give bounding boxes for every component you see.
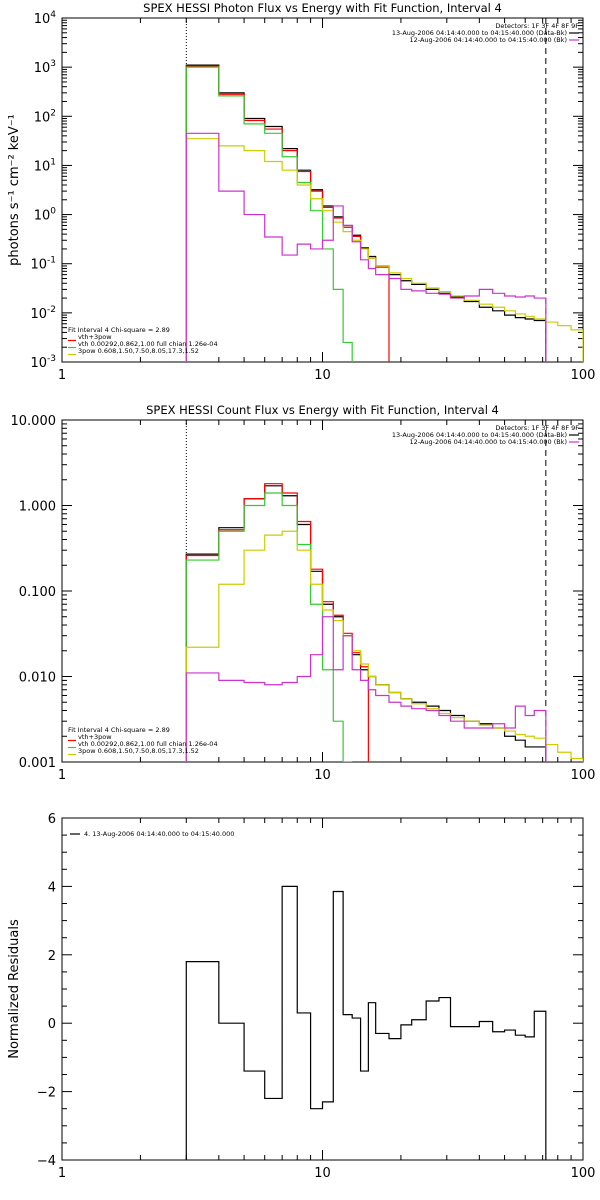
y-tick-label: 0.010	[19, 671, 56, 686]
x-tick-label: 100	[571, 1166, 596, 1181]
legend-text: 3pow 0.608,1.50,7.50,8.05,17.3,1.52	[78, 347, 199, 355]
y-tick-label: 2	[48, 949, 56, 964]
x-tick-label: 1	[58, 368, 66, 383]
legend-text: 12-Aug-2006 04:14:40.000 to 04:15:40.000…	[410, 36, 567, 44]
series-line	[185, 138, 583, 362]
legend-text: vth+3pow	[78, 733, 112, 741]
legend-text: vth+3pow	[78, 333, 112, 341]
series-line	[185, 485, 547, 762]
chart-title: SPEX HESSI Photon Flux vs Energy with Fi…	[143, 1, 502, 15]
series-line	[185, 616, 547, 762]
series-line	[185, 885, 547, 1160]
y-tick-label: 0.001	[19, 756, 56, 771]
series-line	[185, 65, 390, 362]
x-tick-label: 100	[571, 768, 596, 783]
legend-text: 3pow 0.608,1.50,7.50,8.05,17.3,1.52	[78, 747, 199, 755]
x-tick-label: 1	[58, 1166, 66, 1181]
legend-text: vth 0.00292,0.862,1.00 full chian 1.26e-…	[78, 340, 218, 348]
y-tick-label: 10-2	[30, 305, 56, 322]
series-line	[185, 66, 353, 362]
legend-text: 4. 13-Aug-2006 04:14:40.000 to 04:15:40.…	[84, 830, 234, 838]
series-line	[185, 132, 547, 362]
legend-text: Fit Interval 4 Chi-square = 2.89	[68, 726, 170, 734]
y-tick-label: −2	[37, 1086, 56, 1101]
y-tick-label: 10-1	[30, 256, 56, 273]
series-line	[185, 492, 353, 762]
x-tick-label: 10	[314, 1166, 331, 1181]
y-tick-label: 10.000	[11, 414, 57, 429]
chart-title: SPEX HESSI Count Flux vs Energy with Fit…	[146, 403, 499, 417]
legend-text: Detectors: 1F 3F 4F 8F 9F	[495, 424, 579, 432]
series-line	[185, 530, 583, 762]
y-tick-label: 102	[34, 108, 56, 125]
y-tick-label: 104	[34, 10, 57, 27]
x-tick-label: 1	[58, 768, 66, 783]
x-tick-label: 10	[314, 768, 331, 783]
legend-text: 13-Aug-2006 04:14:40.000 to 04:15:40.000…	[392, 29, 567, 37]
y-tick-label: 4	[48, 880, 56, 895]
residuals-panel: 1 10 100 −4 −2 0 2 4 6 Normalized Residuals 4. 13-…	[7, 812, 595, 1181]
x-tick-label: 100	[571, 368, 596, 383]
x-tick-label: 10	[314, 368, 331, 383]
legend-text: vth 0.00292,0.862,1.00 full chian 1.26e-…	[78, 740, 218, 748]
y-tick-label: −4	[37, 1154, 56, 1169]
y-tick-label: 103	[34, 59, 56, 76]
legend-text: Detectors: 1F 3F 4F 8F 9F	[495, 22, 579, 30]
legend-text: 13-Aug-2006 04:14:40.000 to 04:15:40.000…	[392, 431, 567, 439]
legend-text: 12-Aug-2006 04:14:40.000 to 04:15:40.000…	[410, 438, 567, 446]
series-line	[185, 64, 547, 362]
y-tick-label: 10-3	[30, 354, 56, 371]
y-tick-label: 0	[48, 1017, 56, 1032]
y-axis-label: Normalized Residuals	[7, 919, 22, 1059]
series-line	[185, 483, 369, 762]
y-tick-label: 101	[34, 157, 56, 174]
y-tick-label: 0.100	[19, 585, 56, 600]
photon-flux-panel: 1 10 100 10-3 10-2 10-1 100 101 102 103 104 SPEX HE…	[7, 1, 595, 383]
y-tick-label: 6	[48, 812, 56, 827]
y-tick-label: 100	[34, 207, 57, 224]
y-axis-label: photons s⁻¹ cm⁻² keV⁻¹	[7, 114, 22, 266]
y-tick-label: 1.000	[19, 500, 56, 515]
legend-text: Fit Interval 4 Chi-square = 2.89	[68, 326, 170, 334]
count-flux-panel: 1 10 100 0.001 0.010 0.100 1.000 10.000 SPEX HES…	[11, 403, 596, 783]
